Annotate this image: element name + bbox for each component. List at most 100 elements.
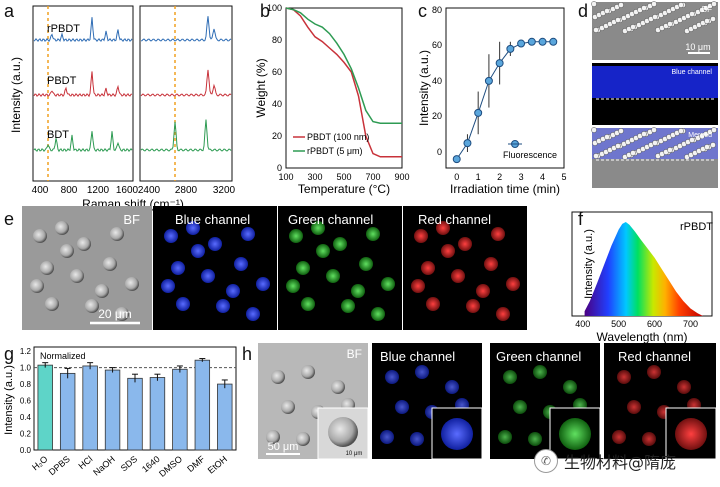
- raman-right-frame: [139, 5, 233, 182]
- e-green-cell: [286, 279, 300, 293]
- fluor-point: [549, 37, 558, 46]
- h-bf-inset-cell: [328, 417, 358, 447]
- d-bf-cell: [689, 11, 695, 17]
- e-blue-cell: [164, 229, 178, 243]
- e-red-cell: [421, 261, 435, 275]
- h-green-cell: [528, 432, 542, 446]
- d-merged-cell: [667, 147, 673, 153]
- tga-ylabel: Weight (%): [254, 58, 268, 117]
- e-red-cell: [411, 279, 425, 293]
- bar-ytick: 0.8: [20, 380, 32, 389]
- fluor-point: [506, 44, 515, 53]
- bar-ytick: 1.0: [20, 364, 32, 373]
- bar-8: [217, 383, 233, 451]
- fluor-point: [484, 76, 493, 85]
- h-red-cell: [677, 380, 691, 394]
- e-bf-cell: [110, 227, 124, 241]
- e-bf-cell: [40, 261, 54, 275]
- fluor-xtick: 5: [561, 172, 566, 182]
- tga-ytick-0: 0: [277, 163, 282, 173]
- d-bf-cell: [604, 8, 610, 14]
- h-blue-inset-cell: [441, 418, 473, 450]
- spectrum-title: rPBDT: [680, 221, 713, 233]
- raman-tick-2400: 2400: [138, 185, 161, 196]
- bar-3: [104, 369, 121, 451]
- e-red-cell: [458, 237, 472, 251]
- h-blue-label: Blue channel: [380, 349, 455, 364]
- tga-xlabel: Temperature (°C): [298, 182, 390, 196]
- bar-ytick: 0.6: [20, 397, 32, 406]
- h-green-cell: [513, 400, 527, 414]
- e-blue-cell: [201, 269, 215, 283]
- e-red-cell: [441, 244, 455, 258]
- panel-letter-a: a: [4, 1, 15, 21]
- h-bf-cell: [266, 430, 280, 444]
- e-scale-label: 20 μm: [98, 307, 132, 321]
- tga-xtick-900: 900: [394, 172, 409, 182]
- fluor-legend-label: Fluorescence: [503, 150, 557, 160]
- spectrum-xtick: 600: [647, 319, 662, 329]
- tga-xtick-700: 700: [365, 172, 380, 182]
- bar-1: [59, 372, 76, 451]
- h-bf-cell: [331, 380, 345, 394]
- fluor-point: [527, 37, 536, 46]
- e-red-cell: [451, 269, 465, 283]
- h-blue-cell: [410, 432, 424, 446]
- fluor-xlabel: Irradiation time (min): [450, 182, 560, 196]
- e-red-cell: [491, 227, 505, 241]
- e-bf-cell: [70, 269, 84, 283]
- bar-xtick: DPBS: [47, 454, 72, 477]
- bar-ylabel: Intensity (a.u.): [3, 365, 15, 435]
- panel-letter-h: h: [242, 344, 252, 364]
- fluor-ytick-0: 0: [437, 147, 442, 157]
- d-merged-cell: [604, 134, 610, 140]
- d-bf-cell: [704, 18, 710, 24]
- d-merged-cell: [710, 142, 716, 148]
- e-red-cell: [426, 297, 440, 311]
- tga-ytick-80: 80: [272, 35, 282, 45]
- bar-ytick: 1.2: [20, 347, 32, 356]
- e-bf-cell: [103, 257, 117, 271]
- tga-xtick-300: 300: [307, 172, 322, 182]
- fluor-point: [474, 108, 483, 117]
- fluor-ytick-80: 80: [432, 5, 442, 15]
- h-red-cell: [647, 365, 661, 379]
- d-merged-cell: [689, 137, 695, 143]
- fluor-line: [456, 41, 554, 160]
- raman-tick-3200: 3200: [213, 185, 236, 196]
- e-green-cell: [359, 257, 373, 271]
- h-green-cell: [563, 380, 577, 394]
- fluor-xtick: 2: [497, 172, 502, 182]
- h-scale-label: 50 μm: [268, 441, 299, 453]
- spectrum-xtick: 400: [575, 319, 590, 329]
- panel-f: rPBDT 400 500 600 700 Wavelength (nm) Inten…: [571, 211, 713, 344]
- tga-curve-1: [285, 7, 402, 124]
- e-blue-cell: [246, 307, 260, 321]
- bar-7: [194, 359, 211, 451]
- e-blue-cell: [208, 237, 222, 251]
- e-bf-cell: [30, 279, 44, 293]
- d-bf-cell: [667, 21, 673, 27]
- panel-letter-f: f: [578, 209, 584, 229]
- e-blue-cell: [234, 257, 248, 271]
- panel-letter-g: g: [4, 344, 14, 364]
- fluor-xtick: 4: [540, 172, 545, 182]
- d-merged-cell: [593, 153, 599, 159]
- wechat-icon: ✆: [534, 449, 558, 473]
- e-green-cell: [301, 297, 315, 311]
- e-bf-cell: [60, 244, 74, 258]
- d-merged-cell: [711, 127, 717, 133]
- e-blue-cell: [171, 261, 185, 275]
- d-merged-cell: [618, 128, 624, 134]
- e-blue-label: Blue channel: [175, 212, 250, 227]
- tga-ytick-100: 100: [267, 3, 282, 13]
- fluor-xtick: 0: [454, 172, 459, 182]
- e-green-cell: [351, 284, 365, 298]
- e-bf-cell: [85, 299, 99, 313]
- bar-0: [37, 364, 53, 451]
- e-blue-cell: [176, 297, 190, 311]
- panel-c: 0 20 40 60 80 0 1 2 3 4 5 Fluorescence Irradi…: [417, 5, 567, 196]
- h-blue-cell: [380, 430, 394, 444]
- bar-ytick: 0.0: [20, 446, 32, 455]
